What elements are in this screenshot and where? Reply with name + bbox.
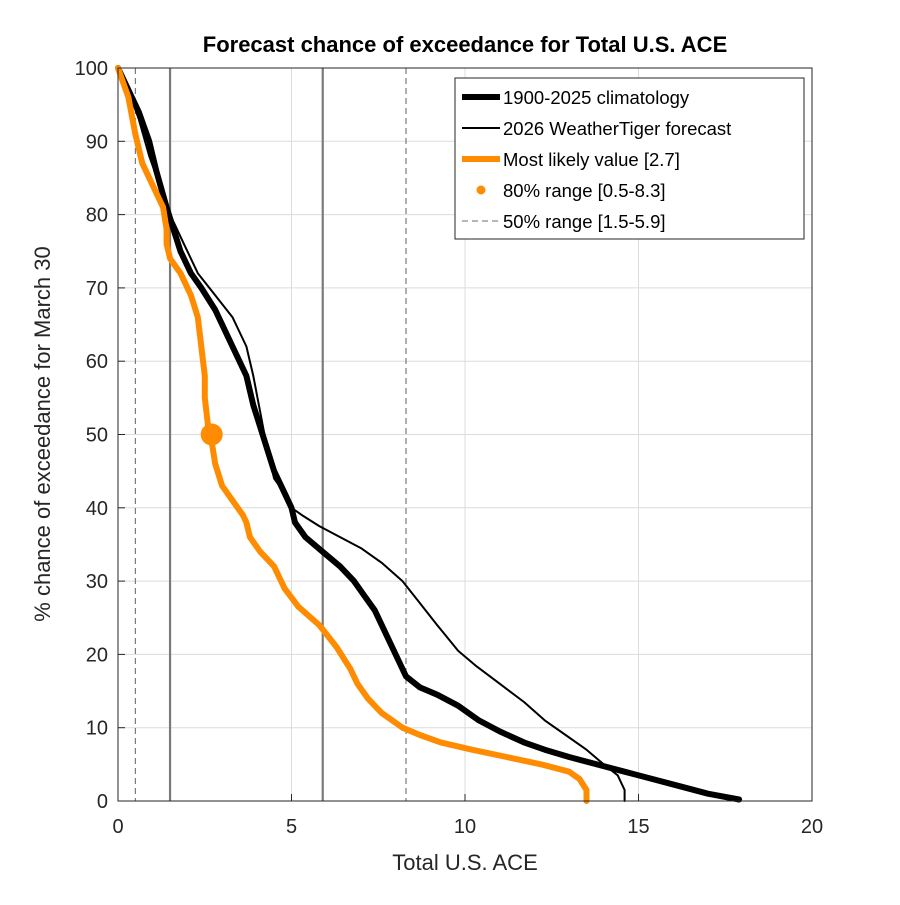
y-tick-label: 90 xyxy=(86,131,108,153)
legend-label-most-likely: Most likely value [2.7] xyxy=(503,149,680,170)
most-likely-point xyxy=(200,423,223,446)
x-tick-label: 5 xyxy=(286,816,297,838)
series-forecast-line xyxy=(117,67,626,802)
y-tick-label: 80 xyxy=(86,205,108,227)
y-tick-label: 70 xyxy=(86,278,108,300)
tick-labels: 0 5 10 15 20 0 10 20 30 40 50 60 70 80 90 100 xyxy=(75,58,824,838)
y-tick-label: 50 xyxy=(86,425,108,447)
y-axis-label: % chance of exceedance for March 30 xyxy=(30,246,55,621)
legend-label-forecast: 2026 WeatherTiger forecast xyxy=(503,118,731,139)
legend-swatch-80-range xyxy=(476,185,486,195)
y-tick-label: 0 xyxy=(97,791,108,813)
legend: 1900-2025 climatology 2026 WeatherTiger … xyxy=(454,77,805,240)
y-tick-label: 20 xyxy=(86,644,108,666)
legend-label-80-range: 80% range [0.5-8.3] xyxy=(503,180,666,201)
legend-box xyxy=(454,77,805,240)
legend-label-50-range: 50% range [1.5-5.9] xyxy=(503,211,666,232)
y-tick-label: 40 xyxy=(86,498,108,520)
x-tick-label: 0 xyxy=(112,816,123,838)
series-most-likely-line xyxy=(115,65,590,804)
y-tick-label: 100 xyxy=(75,58,108,80)
y-tick-label: 60 xyxy=(86,351,108,373)
series-layer xyxy=(115,65,743,804)
series-climatology-line xyxy=(115,65,743,803)
x-tick-label: 15 xyxy=(627,816,649,838)
x-tick-label: 10 xyxy=(454,816,476,838)
y-tick-label: 30 xyxy=(86,571,108,593)
chart-title: Forecast chance of exceedance for Total … xyxy=(203,32,728,57)
x-axis-label: Total U.S. ACE xyxy=(392,850,538,875)
y-tick-label: 10 xyxy=(86,718,108,740)
legend-label-climatology: 1900-2025 climatology xyxy=(503,87,690,108)
x-tick-label: 20 xyxy=(801,816,823,838)
